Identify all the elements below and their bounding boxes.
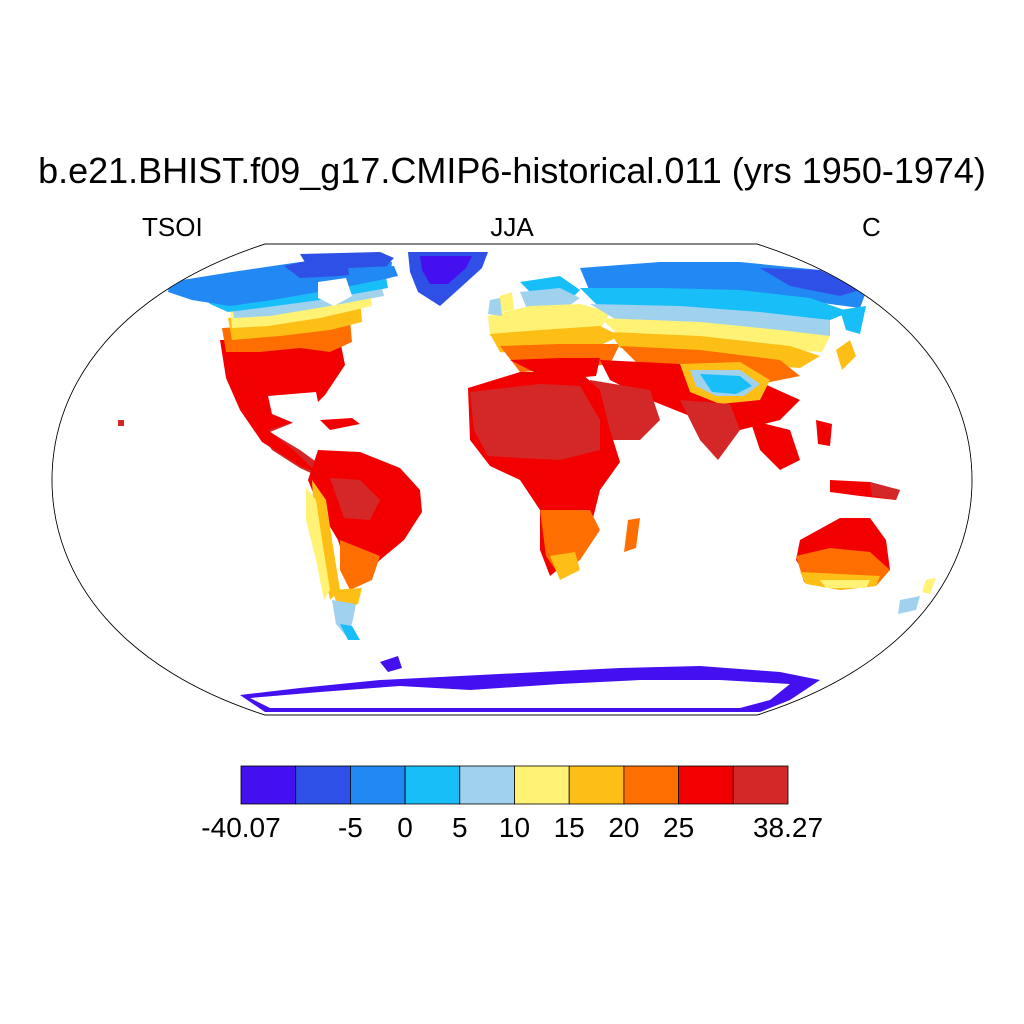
colorbar-swatch: [514, 765, 570, 805]
colorbar-swatch: [623, 765, 680, 805]
colorbar-swatch: [240, 765, 297, 805]
colorbar-swatch: [404, 765, 461, 805]
colorbar-swatch: [295, 765, 351, 805]
australia: [796, 480, 936, 614]
colorbar-tick-label: 10: [498, 812, 531, 843]
figure-title: b.e21.BHIST.f09_g17.CMIP6-historical.011…: [38, 150, 986, 191]
colorbar-tick-label: 25: [663, 812, 695, 843]
variable-label: TSOI: [142, 212, 203, 242]
colorbar-swatch: [732, 765, 789, 805]
colorbar-swatch: [678, 765, 734, 805]
asia: [580, 262, 866, 470]
colorbar-tick-label: -5: [337, 812, 363, 843]
south-america: [306, 450, 422, 640]
colorbar-tick-label: 5: [452, 812, 468, 843]
north-america: [118, 252, 488, 482]
europe: [488, 276, 620, 380]
colorbar-tick-label: 20: [608, 812, 640, 843]
colorbar-swatch: [349, 765, 406, 805]
colorbar-tick-label: 15: [553, 812, 585, 843]
colorbar-swatch: [568, 765, 625, 805]
units-label: C: [862, 212, 881, 242]
africa: [468, 372, 640, 580]
colorbar-tick-label: -40.07: [201, 812, 281, 843]
colorbar-swatch: [459, 765, 515, 805]
antarctica: [240, 656, 820, 712]
colorbar-tick-label: 38.27: [752, 812, 824, 843]
colorbar-tick-label: 0: [397, 812, 413, 843]
season-label: JJA: [490, 212, 534, 242]
